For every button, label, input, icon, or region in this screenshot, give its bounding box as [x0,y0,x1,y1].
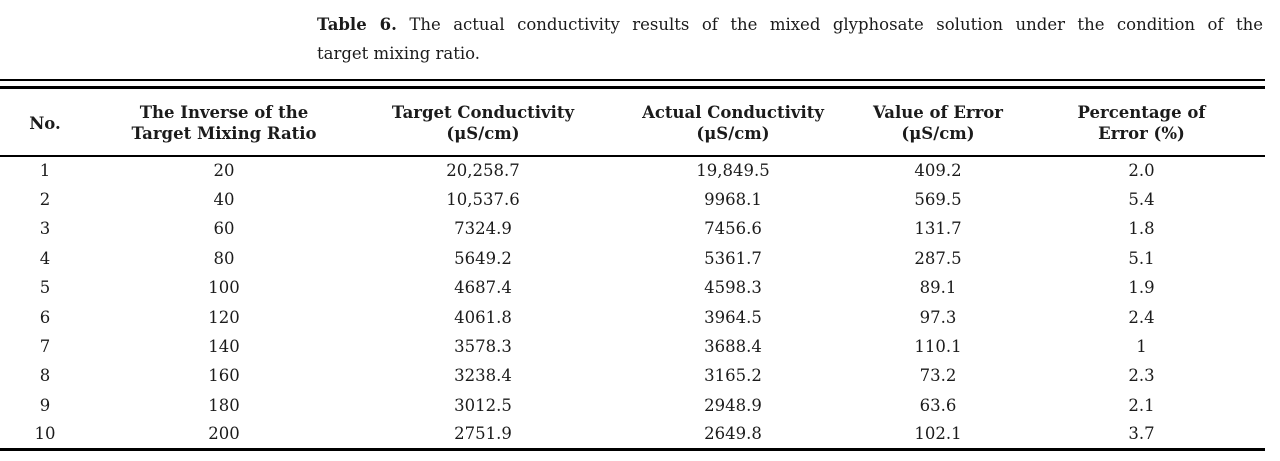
results-table-block: No. The Inverse of the Target Mixing Rati… [0,79,1265,452]
header-cell-actual-conductivity: Actual Conductivity (μS/cm) [608,87,858,157]
table-cell: 2.0 [1128,161,1155,181]
caption-text: The actual conductivity results of the m… [409,15,1264,34]
table-header-row: No. The Inverse of the Target Mixing Rati… [0,87,1265,157]
header-cell-error-value: Value of Error (μS/cm) [858,87,1018,157]
table-cell: 89.1 [919,278,957,298]
table-cell: 3 [39,219,51,239]
header-cell-no: No. [0,87,90,157]
table-cell: 140 [208,337,240,357]
table-cell: 20 [213,161,235,181]
table-cell: 10,537.6 [446,190,520,210]
table-row: 3 60 7324.9 7456.6 131.7 1.8 [0,215,1265,244]
table-caption: Table 6. The actual conductivity results… [317,10,1263,68]
header-cell-inverse-ratio: The Inverse of the Target Mixing Ratio [90,87,358,157]
caption-line-2: target mixing ratio. [317,44,481,63]
table-cell: 3688.4 [704,337,762,357]
table-cell: 2.3 [1128,366,1155,386]
table-cell: 63.6 [919,395,957,415]
table-cell: 3964.5 [704,307,762,327]
header-line: (μS/cm) [446,124,520,143]
table-cell: 3012.5 [454,395,512,415]
table-cell: 1 [1136,337,1147,357]
table-cell: 10 [34,424,56,444]
table-cell: 5 [39,278,51,298]
caption-line-1: Table 6. The actual conductivity results… [317,10,1263,39]
table-cell: 409.2 [914,161,962,181]
table-cell: 1 [39,161,51,181]
header-line: Actual Conductivity [642,103,824,122]
table-cell: 8 [39,366,51,386]
table-cell: 1.9 [1128,278,1155,298]
table-cell: 2.4 [1128,307,1155,327]
results-table: No. The Inverse of the Target Mixing Rati… [0,86,1265,452]
table-cell: 9968.1 [704,190,762,210]
header-line: No. [29,113,61,133]
table-cell: 569.5 [914,190,962,210]
header-line: (μS/cm) [901,124,975,143]
header-line: Target Mixing Ratio [131,124,317,143]
table-row: 2 40 10,537.6 9968.1 569.5 5.4 [0,185,1265,214]
table-cell: 100 [208,278,240,298]
table-cell: 102.1 [914,424,962,444]
header-line: Percentage of [1077,103,1206,122]
table-cell: 4061.8 [454,307,512,327]
table-cell: 6 [39,307,51,327]
table-row: 9 180 3012.5 2948.9 63.6 2.1 [0,391,1265,420]
table-cell: 3.7 [1128,424,1155,444]
table-cell: 9 [39,395,51,415]
table-cell: 19,849.5 [696,161,770,181]
table-cell: 5361.7 [704,248,762,268]
table-row: 4 80 5649.2 5361.7 287.5 5.1 [0,244,1265,273]
table-cell: 131.7 [914,219,962,239]
table-cell: 287.5 [914,248,962,268]
table-cell: 5.4 [1128,190,1155,210]
table-row: 1 20 20,258.7 19,849.5 409.2 2.0 [0,156,1265,185]
table-cell: 110.1 [914,337,962,357]
table-cell: 180 [208,395,240,415]
table-cell: 60 [213,219,235,239]
table-cell: 7456.6 [704,219,762,239]
header-cell-error-percentage: Percentage of Error (%) [1018,87,1265,157]
header-line: Error (%) [1098,124,1185,143]
caption-label: Table 6. [317,15,397,34]
header-line: The Inverse of the [139,103,309,122]
table-row: 5 100 4687.4 4598.3 89.1 1.9 [0,274,1265,303]
table-cell: 73.2 [919,366,957,386]
table-cell: 4687.4 [454,278,512,298]
table-cell: 2 [39,190,51,210]
table-cell: 2.1 [1128,395,1155,415]
table-cell: 5649.2 [454,248,512,268]
header-line: Value of Error [873,103,1003,122]
table-cell: 4598.3 [704,278,762,298]
table-cell: 1.8 [1128,219,1155,239]
table-cell: 20,258.7 [446,161,520,181]
table-cell: 2649.8 [704,424,762,444]
table-cell: 5.1 [1128,248,1155,268]
header-line: (μS/cm) [696,124,770,143]
table-cell: 3165.2 [704,366,762,386]
table-cell: 4 [39,248,51,268]
table-top-thin-rule [0,79,1265,81]
table-row: 7 140 3578.3 3688.4 110.1 1 [0,332,1265,361]
table-cell: 160 [208,366,240,386]
header-line: Target Conductivity [391,103,575,122]
table-cell: 120 [208,307,240,327]
table-row: 8 160 3238.4 3165.2 73.2 2.3 [0,362,1265,391]
table-cell: 3238.4 [454,366,512,386]
table-cell: 2751.9 [454,424,512,444]
table-cell: 3578.3 [454,337,512,357]
header-cell-target-conductivity: Target Conductivity (μS/cm) [358,87,608,157]
table-cell: 40 [213,190,235,210]
table-cell: 2948.9 [704,395,762,415]
table-cell: 80 [213,248,235,268]
table-cell: 200 [208,424,240,444]
table-cell: 7 [39,337,51,357]
table-row: 10 200 2751.9 2649.8 102.1 3.7 [0,421,1265,450]
table-cell: 7324.9 [454,219,512,239]
table-row: 6 120 4061.8 3964.5 97.3 2.4 [0,303,1265,332]
table-cell: 97.3 [919,307,957,327]
